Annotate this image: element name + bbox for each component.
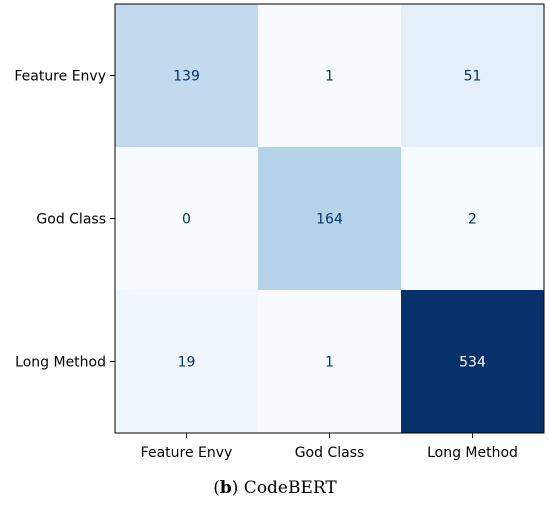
cell-value-label: 0 <box>182 212 191 228</box>
cell-value-label: 19 <box>178 355 196 371</box>
confusion-matrix: 139 1 51 0 164 2 19 1 534 Feature Envy God Class Lo… <box>14 3 545 461</box>
cell-value-label: 1 <box>325 69 334 85</box>
cell-value-label: 2 <box>468 212 477 228</box>
caption-text: CodeBERT <box>238 478 337 498</box>
heatmap-cell <box>115 4 258 147</box>
x-tick-label: Feature Envy <box>141 445 233 461</box>
heatmap-cell <box>258 290 401 433</box>
caption-paren-open: ( <box>213 478 220 498</box>
cell-value-label: 51 <box>464 69 482 85</box>
cell-value-label: 164 <box>316 212 343 228</box>
cell-value-label: 139 <box>173 69 200 85</box>
cell-value-label: 1 <box>325 355 334 371</box>
heatmap-cell <box>258 4 401 147</box>
x-tick-label: Long Method <box>427 445 518 461</box>
heatmap-cell <box>401 290 544 433</box>
y-tick-label: Feature Envy <box>14 69 106 85</box>
heatmap-cell <box>115 290 258 433</box>
caption-letter: b <box>219 478 232 498</box>
x-tick-label: God Class <box>295 445 365 461</box>
heatmap-cell <box>115 147 258 290</box>
figure-caption: (b) CodeBERT <box>0 478 550 498</box>
heatmap-cell <box>258 147 401 290</box>
heatmap-cell <box>401 147 544 290</box>
y-tick-label: God Class <box>36 212 106 228</box>
heatmap-cell <box>401 4 544 147</box>
cell-value-label: 534 <box>459 355 486 371</box>
caption-paren-close: ) <box>231 478 239 498</box>
y-tick-label: Long Method <box>15 355 106 371</box>
